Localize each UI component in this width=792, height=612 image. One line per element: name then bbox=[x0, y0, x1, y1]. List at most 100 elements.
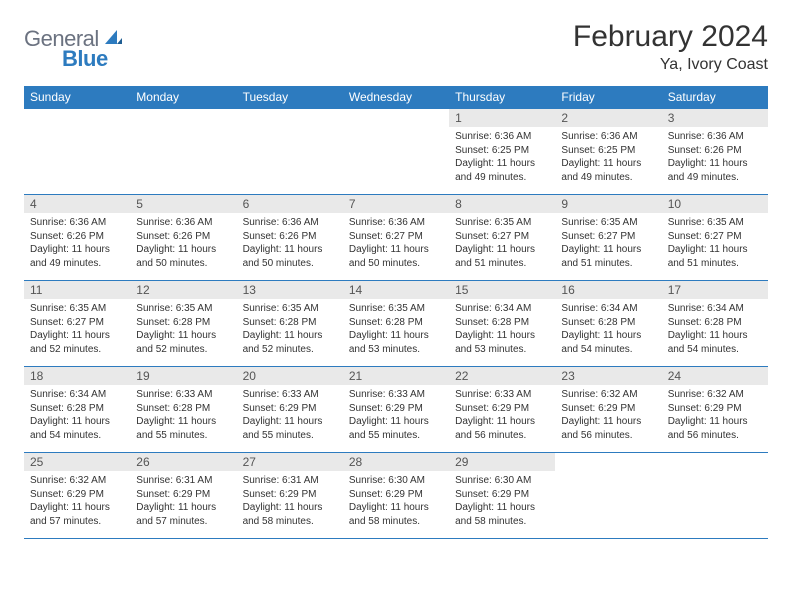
daylight-text: Daylight: 11 hours and 51 minutes. bbox=[455, 243, 549, 270]
sunrise-text: Sunrise: 6:35 AM bbox=[349, 302, 443, 316]
calendar-day: 24Sunrise: 6:32 AMSunset: 6:29 PMDayligh… bbox=[662, 367, 768, 453]
calendar-day bbox=[555, 453, 661, 539]
sunrise-text: Sunrise: 6:36 AM bbox=[668, 130, 762, 144]
day-number: 14 bbox=[343, 281, 449, 299]
daylight-text: Daylight: 11 hours and 56 minutes. bbox=[668, 415, 762, 442]
daylight-text: Daylight: 11 hours and 49 minutes. bbox=[455, 157, 549, 184]
daylight-text: Daylight: 11 hours and 56 minutes. bbox=[455, 415, 549, 442]
calendar-body: 1Sunrise: 6:36 AMSunset: 6:25 PMDaylight… bbox=[24, 109, 768, 539]
title-block: February 2024 Ya, Ivory Coast bbox=[573, 20, 768, 74]
day-number: 13 bbox=[237, 281, 343, 299]
day-details: Sunrise: 6:31 AMSunset: 6:29 PMDaylight:… bbox=[237, 471, 343, 532]
daylight-text: Daylight: 11 hours and 52 minutes. bbox=[136, 329, 230, 356]
location: Ya, Ivory Coast bbox=[573, 56, 768, 74]
day-number bbox=[237, 109, 343, 127]
calendar-footer-rule bbox=[24, 539, 768, 541]
sunset-text: Sunset: 6:26 PM bbox=[668, 144, 762, 158]
day-number: 2 bbox=[555, 109, 661, 127]
calendar-day: 4Sunrise: 6:36 AMSunset: 6:26 PMDaylight… bbox=[24, 195, 130, 281]
logo-word2: Blue bbox=[62, 46, 108, 72]
day-number bbox=[343, 109, 449, 127]
day-details: Sunrise: 6:33 AMSunset: 6:29 PMDaylight:… bbox=[237, 385, 343, 446]
day-number: 11 bbox=[24, 281, 130, 299]
day-details: Sunrise: 6:35 AMSunset: 6:27 PMDaylight:… bbox=[449, 213, 555, 274]
day-details: Sunrise: 6:32 AMSunset: 6:29 PMDaylight:… bbox=[24, 471, 130, 532]
daylight-text: Daylight: 11 hours and 50 minutes. bbox=[243, 243, 337, 270]
weekday-header: Saturday bbox=[662, 86, 768, 109]
calendar-table: Sunday Monday Tuesday Wednesday Thursday… bbox=[24, 86, 768, 541]
calendar-day: 19Sunrise: 6:33 AMSunset: 6:28 PMDayligh… bbox=[130, 367, 236, 453]
day-number: 29 bbox=[449, 453, 555, 471]
sunset-text: Sunset: 6:29 PM bbox=[349, 402, 443, 416]
calendar-day: 22Sunrise: 6:33 AMSunset: 6:29 PMDayligh… bbox=[449, 367, 555, 453]
weekday-header: Sunday bbox=[24, 86, 130, 109]
sunset-text: Sunset: 6:27 PM bbox=[30, 316, 124, 330]
sunrise-text: Sunrise: 6:36 AM bbox=[455, 130, 549, 144]
sunrise-text: Sunrise: 6:35 AM bbox=[561, 216, 655, 230]
day-number: 20 bbox=[237, 367, 343, 385]
calendar-day: 18Sunrise: 6:34 AMSunset: 6:28 PMDayligh… bbox=[24, 367, 130, 453]
logo: General Blue bbox=[24, 20, 123, 52]
sunset-text: Sunset: 6:29 PM bbox=[243, 402, 337, 416]
day-details: Sunrise: 6:34 AMSunset: 6:28 PMDaylight:… bbox=[662, 299, 768, 360]
day-number: 12 bbox=[130, 281, 236, 299]
sunset-text: Sunset: 6:29 PM bbox=[243, 488, 337, 502]
calendar-page: General Blue February 2024 Ya, Ivory Coa… bbox=[0, 0, 792, 561]
calendar-day: 5Sunrise: 6:36 AMSunset: 6:26 PMDaylight… bbox=[130, 195, 236, 281]
day-details: Sunrise: 6:35 AMSunset: 6:27 PMDaylight:… bbox=[662, 213, 768, 274]
sunrise-text: Sunrise: 6:35 AM bbox=[668, 216, 762, 230]
daylight-text: Daylight: 11 hours and 55 minutes. bbox=[136, 415, 230, 442]
weekday-header: Tuesday bbox=[237, 86, 343, 109]
weekday-header: Monday bbox=[130, 86, 236, 109]
calendar-week: 25Sunrise: 6:32 AMSunset: 6:29 PMDayligh… bbox=[24, 453, 768, 539]
daylight-text: Daylight: 11 hours and 49 minutes. bbox=[561, 157, 655, 184]
sunrise-text: Sunrise: 6:36 AM bbox=[561, 130, 655, 144]
sunrise-text: Sunrise: 6:33 AM bbox=[349, 388, 443, 402]
day-number: 24 bbox=[662, 367, 768, 385]
calendar-day: 25Sunrise: 6:32 AMSunset: 6:29 PMDayligh… bbox=[24, 453, 130, 539]
sunset-text: Sunset: 6:27 PM bbox=[561, 230, 655, 244]
day-number: 8 bbox=[449, 195, 555, 213]
calendar-header-row: Sunday Monday Tuesday Wednesday Thursday… bbox=[24, 86, 768, 109]
day-number: 16 bbox=[555, 281, 661, 299]
calendar-day: 8Sunrise: 6:35 AMSunset: 6:27 PMDaylight… bbox=[449, 195, 555, 281]
sunset-text: Sunset: 6:28 PM bbox=[243, 316, 337, 330]
daylight-text: Daylight: 11 hours and 49 minutes. bbox=[30, 243, 124, 270]
sunrise-text: Sunrise: 6:33 AM bbox=[243, 388, 337, 402]
sunset-text: Sunset: 6:29 PM bbox=[30, 488, 124, 502]
calendar-day: 29Sunrise: 6:30 AMSunset: 6:29 PMDayligh… bbox=[449, 453, 555, 539]
day-number: 18 bbox=[24, 367, 130, 385]
daylight-text: Daylight: 11 hours and 54 minutes. bbox=[561, 329, 655, 356]
sunrise-text: Sunrise: 6:36 AM bbox=[349, 216, 443, 230]
sunset-text: Sunset: 6:28 PM bbox=[455, 316, 549, 330]
day-details: Sunrise: 6:35 AMSunset: 6:28 PMDaylight:… bbox=[237, 299, 343, 360]
calendar-day: 2Sunrise: 6:36 AMSunset: 6:25 PMDaylight… bbox=[555, 109, 661, 195]
calendar-week: 4Sunrise: 6:36 AMSunset: 6:26 PMDaylight… bbox=[24, 195, 768, 281]
day-number: 3 bbox=[662, 109, 768, 127]
sunrise-text: Sunrise: 6:36 AM bbox=[243, 216, 337, 230]
day-number: 1 bbox=[449, 109, 555, 127]
calendar-day: 28Sunrise: 6:30 AMSunset: 6:29 PMDayligh… bbox=[343, 453, 449, 539]
day-details: Sunrise: 6:31 AMSunset: 6:29 PMDaylight:… bbox=[130, 471, 236, 532]
day-details: Sunrise: 6:34 AMSunset: 6:28 PMDaylight:… bbox=[24, 385, 130, 446]
day-number bbox=[130, 109, 236, 127]
day-details: Sunrise: 6:36 AMSunset: 6:27 PMDaylight:… bbox=[343, 213, 449, 274]
day-number: 4 bbox=[24, 195, 130, 213]
calendar-week: 1Sunrise: 6:36 AMSunset: 6:25 PMDaylight… bbox=[24, 109, 768, 195]
calendar-day: 15Sunrise: 6:34 AMSunset: 6:28 PMDayligh… bbox=[449, 281, 555, 367]
calendar-day: 9Sunrise: 6:35 AMSunset: 6:27 PMDaylight… bbox=[555, 195, 661, 281]
daylight-text: Daylight: 11 hours and 51 minutes. bbox=[668, 243, 762, 270]
sunset-text: Sunset: 6:28 PM bbox=[349, 316, 443, 330]
day-number: 19 bbox=[130, 367, 236, 385]
day-number: 17 bbox=[662, 281, 768, 299]
sunset-text: Sunset: 6:29 PM bbox=[455, 488, 549, 502]
sunset-text: Sunset: 6:26 PM bbox=[243, 230, 337, 244]
sunrise-text: Sunrise: 6:32 AM bbox=[30, 474, 124, 488]
calendar-day: 27Sunrise: 6:31 AMSunset: 6:29 PMDayligh… bbox=[237, 453, 343, 539]
day-details: Sunrise: 6:35 AMSunset: 6:28 PMDaylight:… bbox=[343, 299, 449, 360]
calendar-day: 23Sunrise: 6:32 AMSunset: 6:29 PMDayligh… bbox=[555, 367, 661, 453]
sunset-text: Sunset: 6:26 PM bbox=[136, 230, 230, 244]
day-number bbox=[662, 453, 768, 471]
calendar-day: 20Sunrise: 6:33 AMSunset: 6:29 PMDayligh… bbox=[237, 367, 343, 453]
calendar-day bbox=[343, 109, 449, 195]
